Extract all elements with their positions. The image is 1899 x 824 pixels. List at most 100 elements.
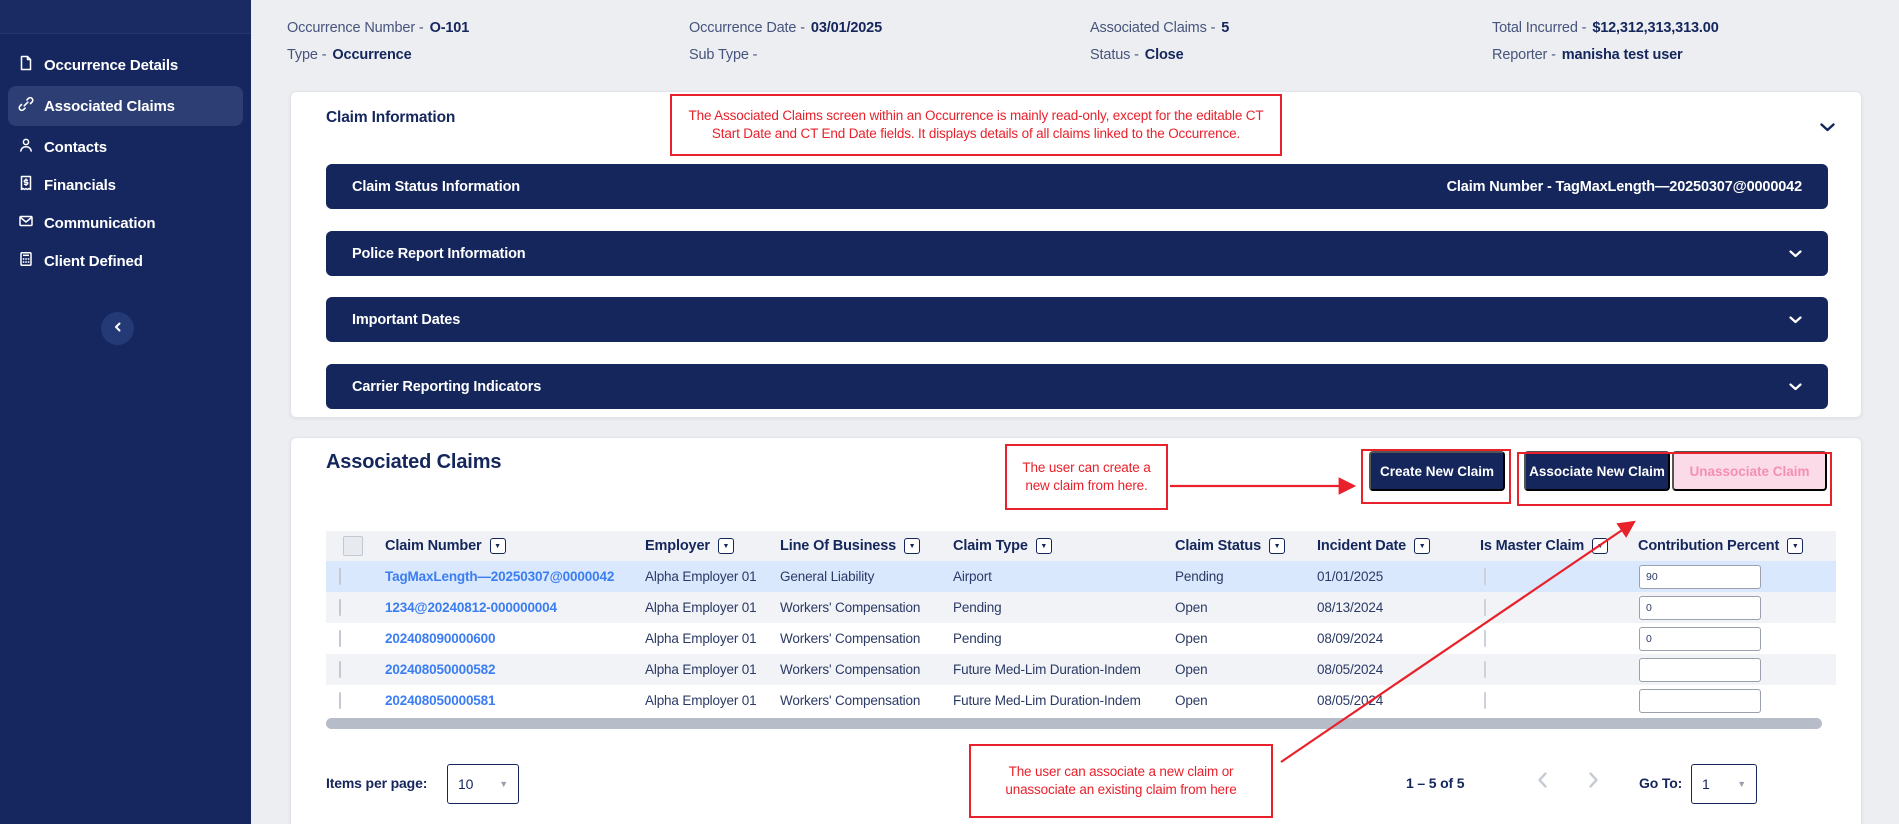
- incident-date-cell: 08/09/2024: [1317, 631, 1384, 646]
- row-checkbox[interactable]: [339, 692, 341, 709]
- filter-icon[interactable]: ▼: [904, 538, 921, 554]
- occurrence-number-field: Occurrence Number - O-101: [287, 19, 470, 36]
- contribution-percent-input[interactable]: [1639, 564, 1761, 589]
- filter-icon[interactable]: ▼: [489, 538, 506, 554]
- claim-number-link[interactable]: 202408050000582: [385, 662, 496, 677]
- sidebar-item-communication[interactable]: Communication: [8, 206, 243, 240]
- claim-type-cell: Airport: [953, 569, 992, 584]
- sidebar-item-label: Associated Claims: [44, 97, 175, 115]
- associated-claims-title: Associated Claims: [326, 451, 502, 473]
- calculator-icon: [18, 251, 34, 271]
- column-header: Claim Number: [385, 538, 482, 554]
- envelope-icon: [18, 213, 34, 233]
- column-header: Claim Type: [953, 538, 1028, 554]
- sidebar-collapse-button[interactable]: [101, 312, 134, 345]
- section-police-report-information[interactable]: Police Report Information: [326, 231, 1828, 276]
- claim-number-link[interactable]: TagMaxLength—20250307@0000042: [385, 569, 615, 584]
- incident-date-cell: 01/01/2025: [1317, 569, 1384, 584]
- column-header: Claim Status: [1175, 538, 1262, 554]
- section-carrier-reporting-indicators[interactable]: Carrier Reporting Indicators: [326, 364, 1828, 409]
- dropdown-arrow-icon: ▼: [1737, 779, 1746, 789]
- column-header: Contribution Percent: [1638, 538, 1780, 554]
- link-icon: [18, 96, 34, 116]
- claim-status-cell: Pending: [1175, 569, 1224, 584]
- contribution-percent-input[interactable]: [1639, 595, 1761, 620]
- claim-number-link[interactable]: 1234@20240812-000000004: [385, 600, 557, 615]
- column-header: Incident Date: [1317, 538, 1407, 554]
- file-icon: [18, 55, 34, 75]
- sidebar-item-associated-claims[interactable]: Associated Claims: [8, 86, 243, 126]
- items-per-page-value: 10: [458, 776, 474, 792]
- filter-icon[interactable]: ▼: [1414, 538, 1431, 554]
- employer-cell: Alpha Employer 01: [645, 600, 757, 615]
- table-header-row: Claim Number ▼ Employer ▼ Line Of Business…: [326, 531, 1836, 561]
- row-checkbox[interactable]: [339, 568, 341, 585]
- select-all-checkbox[interactable]: [343, 536, 363, 556]
- go-to-value: 1: [1702, 776, 1710, 792]
- summary-col-1: Occurrence Number - O-101 Type - Occurrenc…: [287, 14, 469, 68]
- is-master-claim-checkbox[interactable]: [1484, 630, 1486, 647]
- line-of-business-cell: Workers' Compensation: [780, 631, 921, 646]
- summary-col-4: Total Incurred - $12,312,313,313.00 Repor…: [1492, 14, 1719, 68]
- is-master-claim-checkbox[interactable]: [1484, 692, 1486, 709]
- row-checkbox[interactable]: [339, 599, 341, 616]
- is-master-claim-checkbox[interactable]: [1484, 568, 1486, 585]
- sidebar-item-contacts[interactable]: Contacts: [8, 130, 243, 164]
- annotation-create-note: The user can create a new claim from her…: [1005, 444, 1168, 510]
- contribution-percent-input[interactable]: [1639, 657, 1761, 682]
- employer-cell: Alpha Employer 01: [645, 569, 757, 584]
- sidebar-item-label: Client Defined: [44, 252, 143, 270]
- section-label: Claim Status Information: [352, 178, 520, 195]
- go-to-label: Go To:: [1639, 775, 1683, 791]
- horizontal-scrollbar[interactable]: [326, 718, 1822, 729]
- unassociate-claim-button[interactable]: Unassociate Claim: [1672, 451, 1827, 491]
- claim-information-panel: Claim Information Claim Status Informati…: [290, 91, 1862, 418]
- claim-type-cell: Pending: [953, 631, 1002, 646]
- section-important-dates[interactable]: Important Dates: [326, 297, 1828, 342]
- column-header: Line Of Business: [780, 538, 897, 554]
- items-per-page-label: Items per page:: [326, 775, 428, 791]
- previous-page-button[interactable]: [1531, 768, 1555, 792]
- sub-type-field: Sub Type -: [689, 46, 758, 63]
- row-checkbox[interactable]: [339, 661, 341, 678]
- contribution-percent-input[interactable]: [1639, 626, 1761, 651]
- filter-icon[interactable]: ▼: [1787, 538, 1804, 554]
- contribution-percent-input[interactable]: [1639, 688, 1761, 713]
- create-new-claim-button[interactable]: Create New Claim: [1369, 451, 1505, 491]
- sidebar-item-label: Contacts: [44, 138, 107, 156]
- table-row: TagMaxLength—20250307@0000042 Alpha Empl…: [326, 561, 1836, 592]
- annotation-associate-note: The user can associate a new claim or un…: [969, 744, 1273, 818]
- occurrence-date-field: Occurrence Date -03/01/2025: [689, 19, 882, 36]
- is-master-claim-checkbox[interactable]: [1484, 661, 1486, 678]
- sidebar-item-client-defined[interactable]: Client Defined: [8, 244, 243, 278]
- occurrence-summary-bar: Occurrence Number - O-101 Type - Occurrenc…: [251, 0, 1899, 85]
- filter-icon[interactable]: ▼: [1269, 538, 1286, 554]
- claim-status-cell: Open: [1175, 600, 1208, 615]
- section-label: Important Dates: [352, 311, 461, 328]
- sidebar-item-occurrence-details[interactable]: Occurrence Details: [8, 48, 243, 82]
- items-per-page-select[interactable]: 10 ▼: [447, 764, 519, 804]
- go-to-page-select[interactable]: 1 ▼: [1691, 764, 1757, 804]
- claim-status-cell: Open: [1175, 693, 1208, 708]
- sidebar-item-financials[interactable]: Financials: [8, 168, 243, 202]
- next-page-button[interactable]: [1581, 768, 1605, 792]
- associate-new-claim-button[interactable]: Associate New Claim: [1524, 451, 1670, 491]
- column-header: Employer: [645, 538, 710, 554]
- line-of-business-cell: General Liability: [780, 569, 875, 584]
- filter-icon[interactable]: ▼: [1035, 538, 1052, 554]
- claim-number-link[interactable]: 202408050000581: [385, 693, 496, 708]
- filter-icon[interactable]: ▼: [717, 538, 734, 554]
- chevron-down-icon[interactable]: [1820, 119, 1835, 137]
- claim-number-link[interactable]: 202408090000600: [385, 631, 496, 646]
- is-master-claim-checkbox[interactable]: [1484, 599, 1486, 616]
- employer-cell: Alpha Employer 01: [645, 693, 757, 708]
- annotation-readonly-note: The Associated Claims screen within an O…: [670, 94, 1282, 156]
- row-checkbox[interactable]: [339, 630, 341, 647]
- chevron-left-icon: [112, 320, 124, 338]
- line-of-business-cell: Workers' Compensation: [780, 662, 921, 677]
- dropdown-arrow-icon: ▼: [499, 779, 508, 789]
- section-claim-status-information[interactable]: Claim Status Information Claim Number - …: [326, 164, 1828, 209]
- associated-claims-count-field: Associated Claims -5: [1090, 19, 1230, 36]
- filter-icon[interactable]: ▼: [1592, 538, 1609, 554]
